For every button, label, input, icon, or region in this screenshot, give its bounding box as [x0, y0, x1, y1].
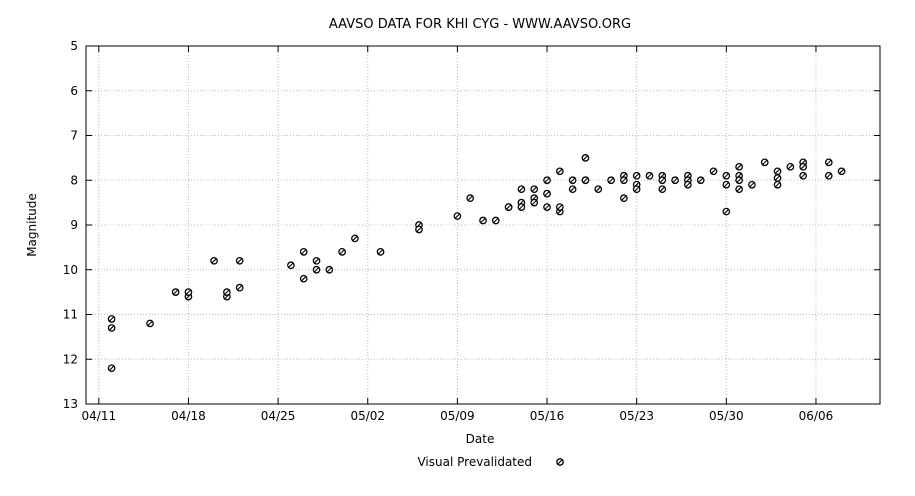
data-point: [671, 176, 679, 185]
data-point: [287, 261, 295, 270]
data-point: [581, 176, 590, 185]
data-point: [735, 176, 743, 185]
data-point: [824, 171, 833, 180]
x-tick-label: 05/09: [440, 409, 475, 423]
data-point: [466, 194, 475, 202]
data-point: [184, 288, 193, 296]
data-point: [760, 158, 769, 167]
data-point: [376, 248, 385, 256]
x-tick-label: 04/11: [82, 409, 117, 423]
data-point: [555, 167, 564, 176]
data-point: [837, 167, 846, 176]
data-point: [824, 158, 833, 167]
plot-frame: [85, 45, 881, 405]
data-point: [594, 185, 603, 194]
y-tick-label: 7: [70, 129, 78, 143]
data-point: [530, 185, 539, 194]
data-point: [709, 167, 718, 176]
data-point: [299, 248, 308, 256]
y-tick-label: 8: [70, 173, 78, 187]
y-tick-label: 10: [63, 263, 78, 277]
data-point: [171, 288, 180, 296]
data-point: [722, 171, 731, 180]
data-point: [748, 180, 756, 189]
data-point: [658, 176, 667, 185]
data-point: [235, 256, 244, 265]
legend: Visual Prevalidated: [417, 455, 564, 469]
data-point: [607, 176, 615, 185]
x-tick-label: 04/18: [171, 409, 206, 423]
data-points: [107, 154, 846, 373]
data-point: [312, 265, 321, 274]
data-point: [620, 176, 628, 185]
data-point: [581, 154, 590, 162]
data-point: [210, 256, 218, 265]
x-tick-label: 04/25: [261, 409, 296, 423]
legend-symbol-icon: [556, 458, 564, 466]
data-point: [312, 256, 321, 265]
data-point: [735, 162, 743, 171]
data-point: [517, 203, 526, 211]
data-point: [235, 283, 244, 292]
legend-marker: [556, 458, 564, 466]
data-point: [645, 171, 654, 180]
y-axis-ticks: 5 6 7 8 9 10 11 12 13: [63, 39, 880, 411]
data-point: [620, 194, 628, 202]
data-point: [491, 216, 500, 225]
x-tick-label: 05/23: [619, 409, 654, 423]
y-tick-label: 12: [63, 352, 78, 366]
y-tick-label: 6: [70, 84, 78, 98]
data-point: [722, 180, 731, 189]
x-tick-label: 05/16: [530, 409, 565, 423]
data-point: [338, 248, 346, 256]
data-point: [453, 212, 462, 220]
data-point: [799, 162, 808, 171]
y-axis-label: Magnitude: [25, 193, 39, 257]
data-point: [632, 185, 641, 194]
chart-title: AAVSO DATA FOR KHI CYG - WWW.AAVSO.ORG: [329, 17, 631, 32]
data-point: [299, 274, 308, 283]
data-point: [107, 364, 116, 373]
y-tick-label: 5: [70, 39, 78, 53]
x-tick-label: 05/30: [709, 409, 744, 423]
data-point: [773, 174, 782, 182]
x-axis-ticks: 04/11 04/18 04/25 05/02 05/09 05/16 05/23 05/30…: [82, 46, 834, 423]
data-point: [325, 265, 334, 274]
data-point: [517, 185, 526, 194]
y-tick-label: 11: [63, 308, 78, 322]
data-point: [543, 176, 551, 185]
data-point: [555, 203, 564, 211]
grid: [86, 46, 880, 404]
data-point: [568, 176, 577, 185]
data-point: [107, 315, 116, 323]
data-point: [223, 288, 231, 296]
data-point: [504, 203, 513, 211]
data-point: [773, 180, 782, 189]
x-tick-label: 05/02: [350, 409, 385, 423]
data-point: [530, 198, 539, 207]
data-point: [735, 185, 743, 194]
data-point: [479, 216, 487, 225]
data-point: [786, 162, 795, 171]
y-tick-label: 13: [63, 397, 78, 411]
data-point: [632, 171, 641, 180]
data-point: [543, 203, 551, 211]
data-point: [146, 319, 154, 328]
data-point: [568, 185, 577, 194]
data-point: [415, 225, 423, 234]
y-tick-label: 9: [70, 218, 78, 232]
data-point: [351, 234, 359, 243]
legend-label: Visual Prevalidated: [417, 455, 532, 469]
data-point: [684, 180, 692, 189]
data-point: [107, 324, 116, 332]
data-point: [543, 189, 551, 198]
data-point: [773, 167, 782, 176]
x-axis-label: Date: [466, 432, 495, 446]
data-point: [696, 176, 705, 185]
x-tick-label: 06/06: [799, 409, 834, 423]
data-point: [658, 185, 667, 194]
data-point: [799, 171, 808, 180]
data-point: [722, 207, 731, 216]
